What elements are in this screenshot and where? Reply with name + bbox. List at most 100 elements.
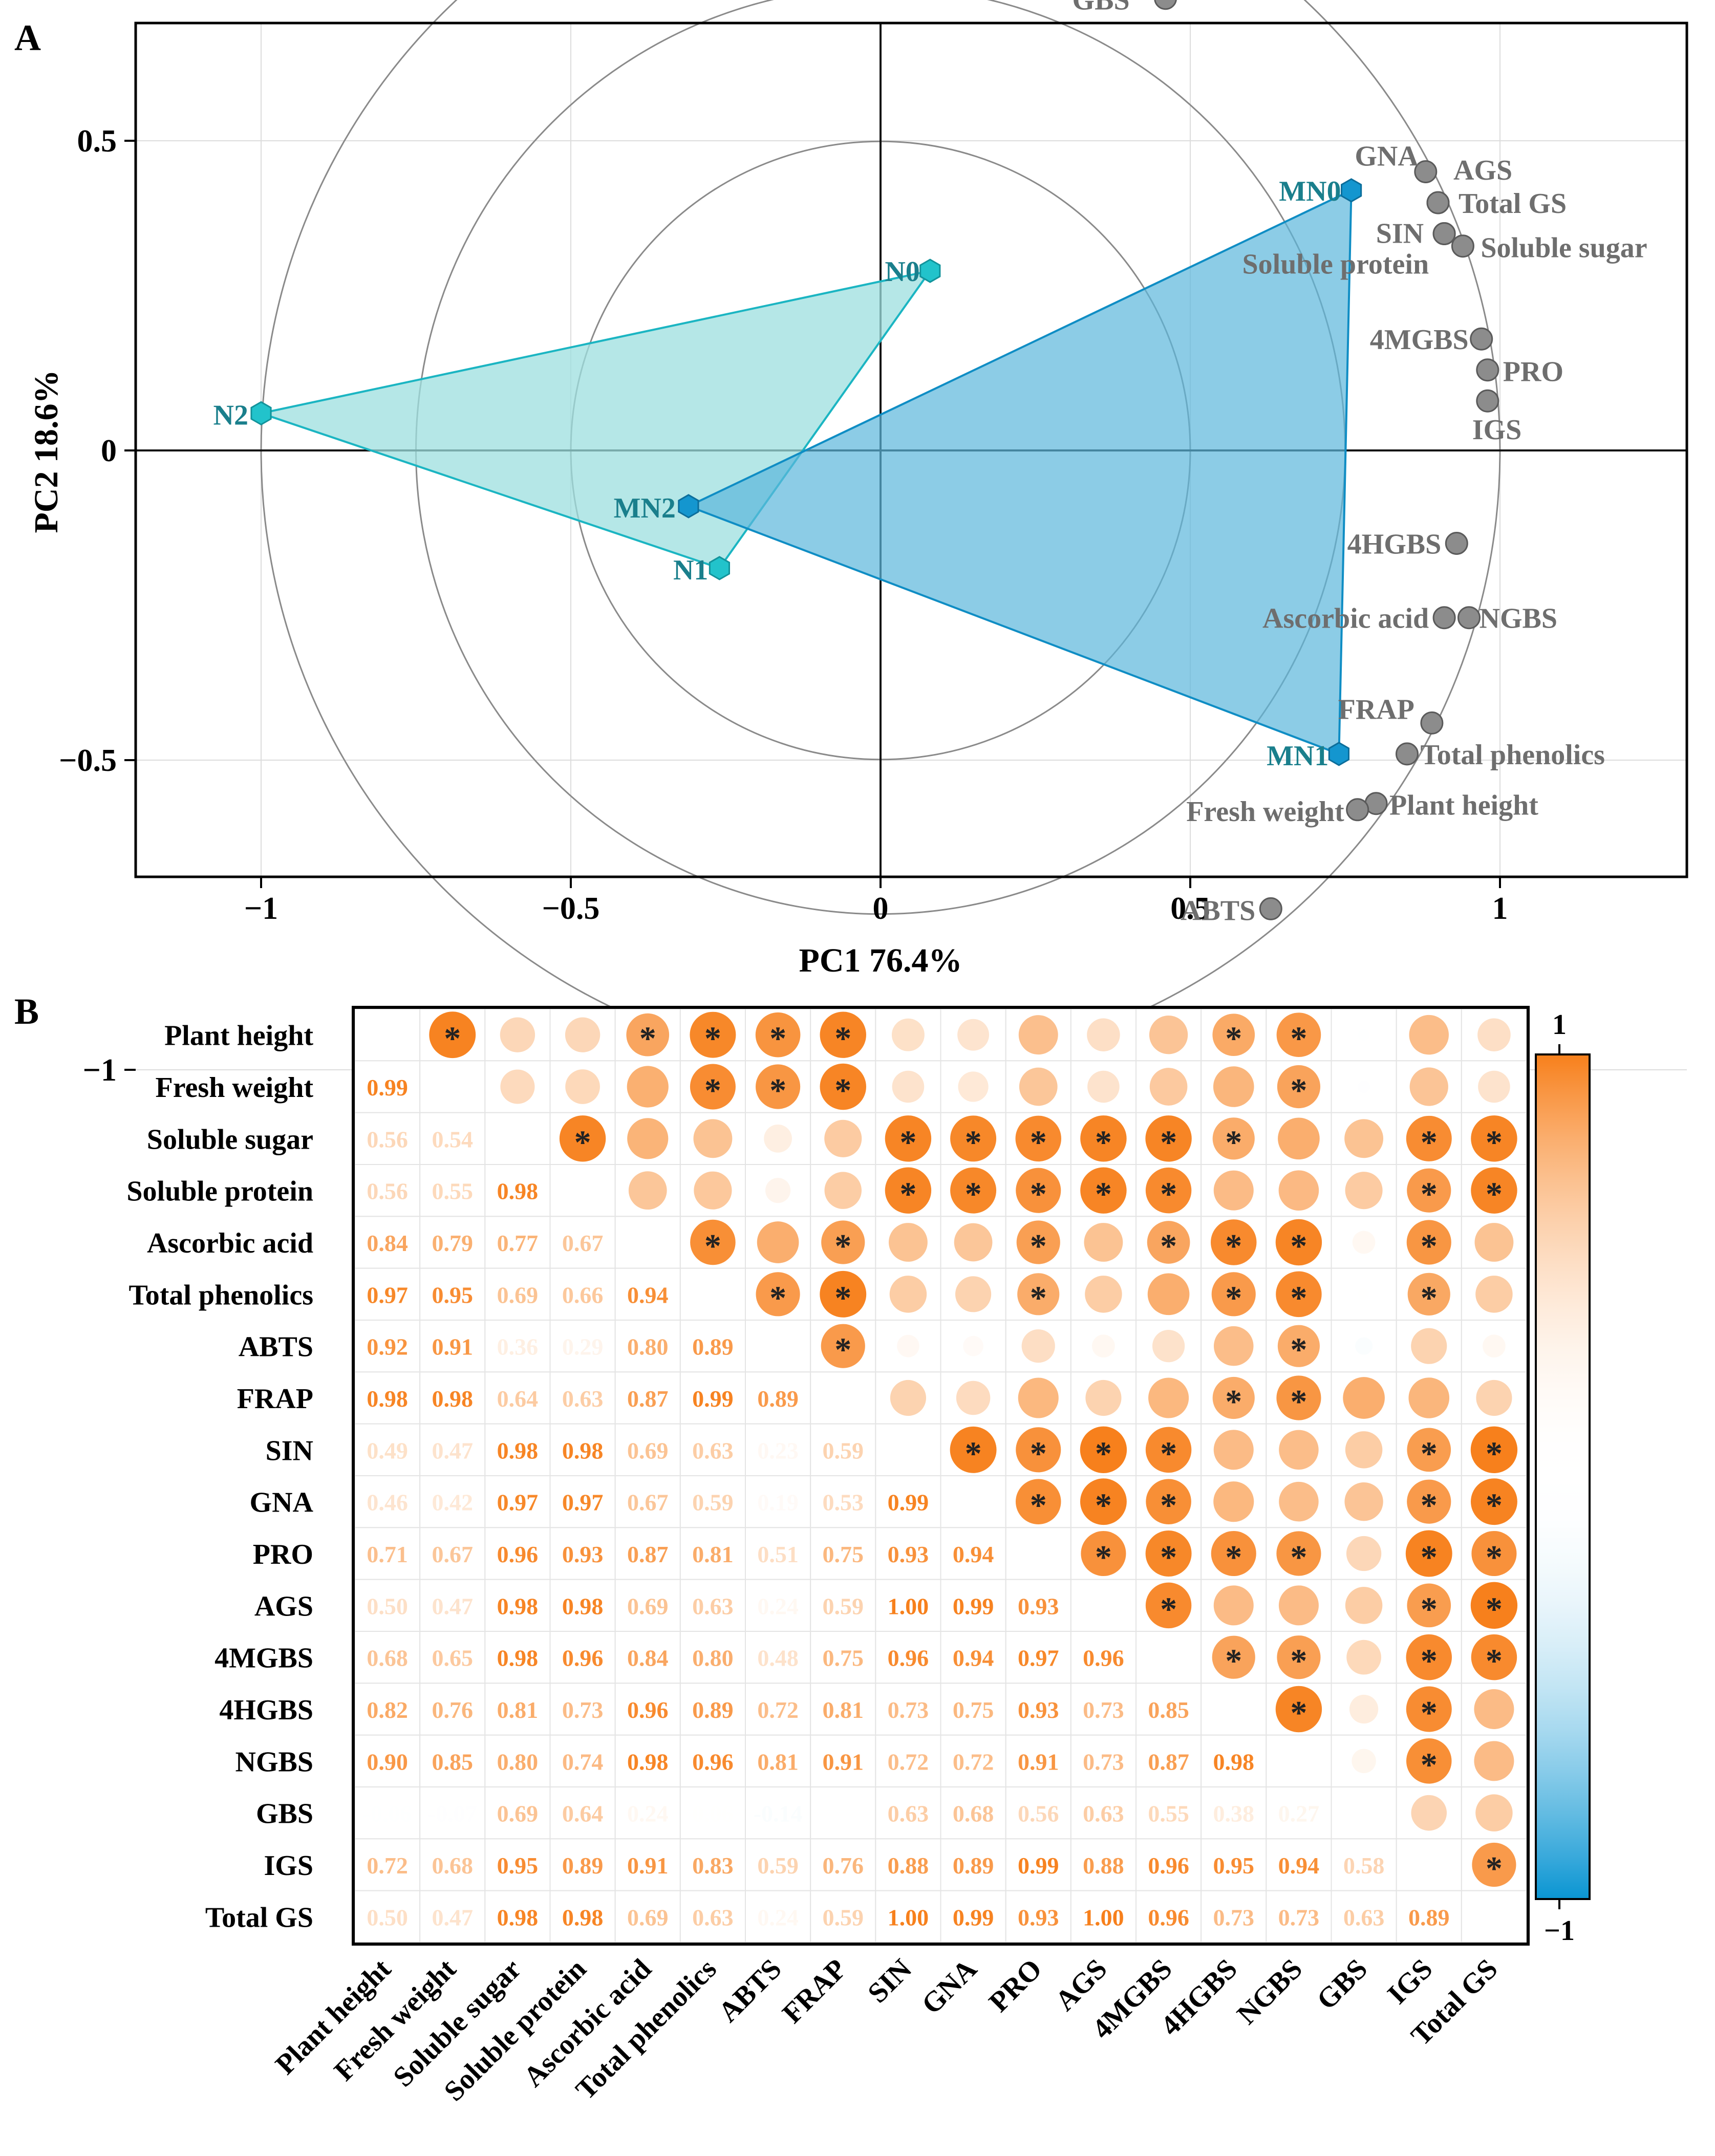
correlation-value: 0.68 [367, 1645, 408, 1671]
correlation-circle [1474, 1689, 1514, 1730]
correlation-circle [694, 1171, 732, 1210]
correlation-circle [890, 1379, 926, 1416]
matrix-cell [354, 1267, 421, 1321]
matrix-cell [1331, 1786, 1397, 1840]
correlation-circle [1349, 1694, 1379, 1724]
correlation-value: 0.63 [562, 1386, 604, 1412]
correlation-circle [1470, 1582, 1518, 1629]
significance-marker: * [965, 1176, 982, 1213]
correlation-value: 0.51 [757, 1541, 799, 1567]
matrix-cell [1005, 1579, 1071, 1632]
correlation-circle [1080, 1115, 1127, 1162]
matrix-cell [1070, 1579, 1137, 1632]
correlation-circle [956, 1381, 991, 1415]
significance-marker: * [1030, 1124, 1047, 1161]
correlation-value: 0.98 [497, 1593, 539, 1619]
variable-point-ascorbic-acid [1432, 606, 1456, 630]
treatment-point-mn0 [1341, 178, 1362, 203]
correlation-circle [1211, 1219, 1257, 1265]
correlation-circle [1080, 1426, 1127, 1473]
significance-marker: * [1095, 1487, 1112, 1524]
correlation-circle [1145, 1427, 1192, 1473]
correlation-circle [1212, 1117, 1255, 1160]
matrix-cell [549, 1734, 616, 1788]
matrix-cell [1005, 1527, 1071, 1580]
correlation-value: 0.80 [497, 1749, 539, 1775]
correlation-value: 0.93 [888, 1541, 929, 1567]
correlation-value: 0.96 [1083, 1645, 1124, 1671]
y-tick-label: −0.5 [59, 743, 117, 778]
row-label-gbs: GBS [256, 1798, 313, 1830]
correlation-circle [1021, 1329, 1055, 1363]
correlation-circle [1087, 1018, 1120, 1051]
correlation-circle [1345, 1172, 1383, 1210]
correlation-value: -0.06 [363, 1801, 412, 1827]
correlation-circle [1358, 1288, 1370, 1300]
significance-marker: * [1160, 1176, 1177, 1213]
correlation-value: 0.49 [367, 1437, 408, 1463]
correlation-value: 0.98 [1213, 1749, 1255, 1775]
colorbar-max-label: 1 [1552, 1009, 1567, 1041]
correlation-value: 0.81 [497, 1697, 539, 1723]
correlation-value: 0.98 [497, 1178, 539, 1204]
correlation-circle [1278, 1585, 1319, 1626]
correlation-value: 0.91 [1018, 1749, 1059, 1775]
correlation-circle [1472, 1842, 1516, 1887]
matrix-cell [549, 1216, 616, 1269]
matrix-cell [1135, 1683, 1202, 1736]
matrix-cell [419, 1786, 486, 1840]
correlation-value: 0.97 [497, 1490, 539, 1516]
significance-marker: * [1421, 1643, 1438, 1680]
correlation-circle [1474, 1741, 1514, 1781]
correlation-value: 0.81 [757, 1749, 799, 1775]
matrix-cell [549, 1267, 616, 1321]
correlation-value: 0.46 [367, 1490, 408, 1516]
correlation-value: 0.38 [1213, 1801, 1255, 1827]
significance-marker: * [1421, 1694, 1438, 1732]
correlation-value: 0.50 [367, 1593, 408, 1619]
matrix-cell [549, 1164, 616, 1217]
correlation-value: 0.94 [1278, 1852, 1320, 1879]
matrix-cell [875, 1475, 941, 1528]
correlation-value: 0.53 [823, 1490, 864, 1516]
correlation-value: 0.93 [1018, 1593, 1059, 1619]
correlation-value: 0.97 [367, 1282, 408, 1308]
significance-marker: * [1421, 1746, 1438, 1783]
matrix-cell [810, 1786, 876, 1840]
correlation-value: 0.29 [562, 1334, 604, 1360]
x-tick-label: 1 [1492, 891, 1508, 926]
significance-marker: * [899, 1176, 916, 1213]
matrix-cell [484, 1164, 551, 1217]
correlation-value: 0.98 [562, 1437, 604, 1463]
matrix-cell [875, 1631, 941, 1684]
correlation-value: 0.79 [432, 1230, 474, 1256]
matrix-cell [810, 1683, 876, 1736]
correlation-circle [1470, 1426, 1518, 1473]
correlation-value: 0.63 [1343, 1904, 1385, 1930]
correlation-circle [824, 1119, 862, 1157]
significance-marker: * [1486, 1487, 1503, 1524]
correlation-circle [1358, 1080, 1370, 1093]
matrix-cell [614, 1423, 681, 1477]
correlation-circle [1149, 1016, 1188, 1054]
correlation-value: -0.14 [754, 1801, 803, 1827]
row-label-soluble-protein: Soluble protein [126, 1176, 313, 1208]
correlation-circle [1346, 1640, 1381, 1675]
correlation-circle [1407, 1583, 1451, 1628]
variable-point-soluble-protein [1432, 222, 1456, 245]
correlation-circle [1344, 1482, 1383, 1521]
matrix-cell [484, 1475, 551, 1528]
correlation-value: 0.24 [757, 1904, 799, 1930]
correlation-value: 0.58 [1343, 1852, 1385, 1879]
correlation-circle [1015, 1479, 1061, 1524]
correlation-value: 0.73 [1278, 1904, 1320, 1930]
matrix-cell [940, 1734, 1006, 1788]
matrix-cell [354, 1527, 421, 1580]
significance-marker: * [1421, 1487, 1438, 1524]
correlation-circle [958, 1071, 989, 1102]
correlation-value: 0.74 [562, 1749, 604, 1775]
correlation-value: 0.42 [432, 1490, 474, 1516]
significance-marker: * [1290, 1072, 1307, 1109]
correlation-value: 0.72 [888, 1749, 929, 1775]
matrix-cell [940, 1786, 1006, 1840]
